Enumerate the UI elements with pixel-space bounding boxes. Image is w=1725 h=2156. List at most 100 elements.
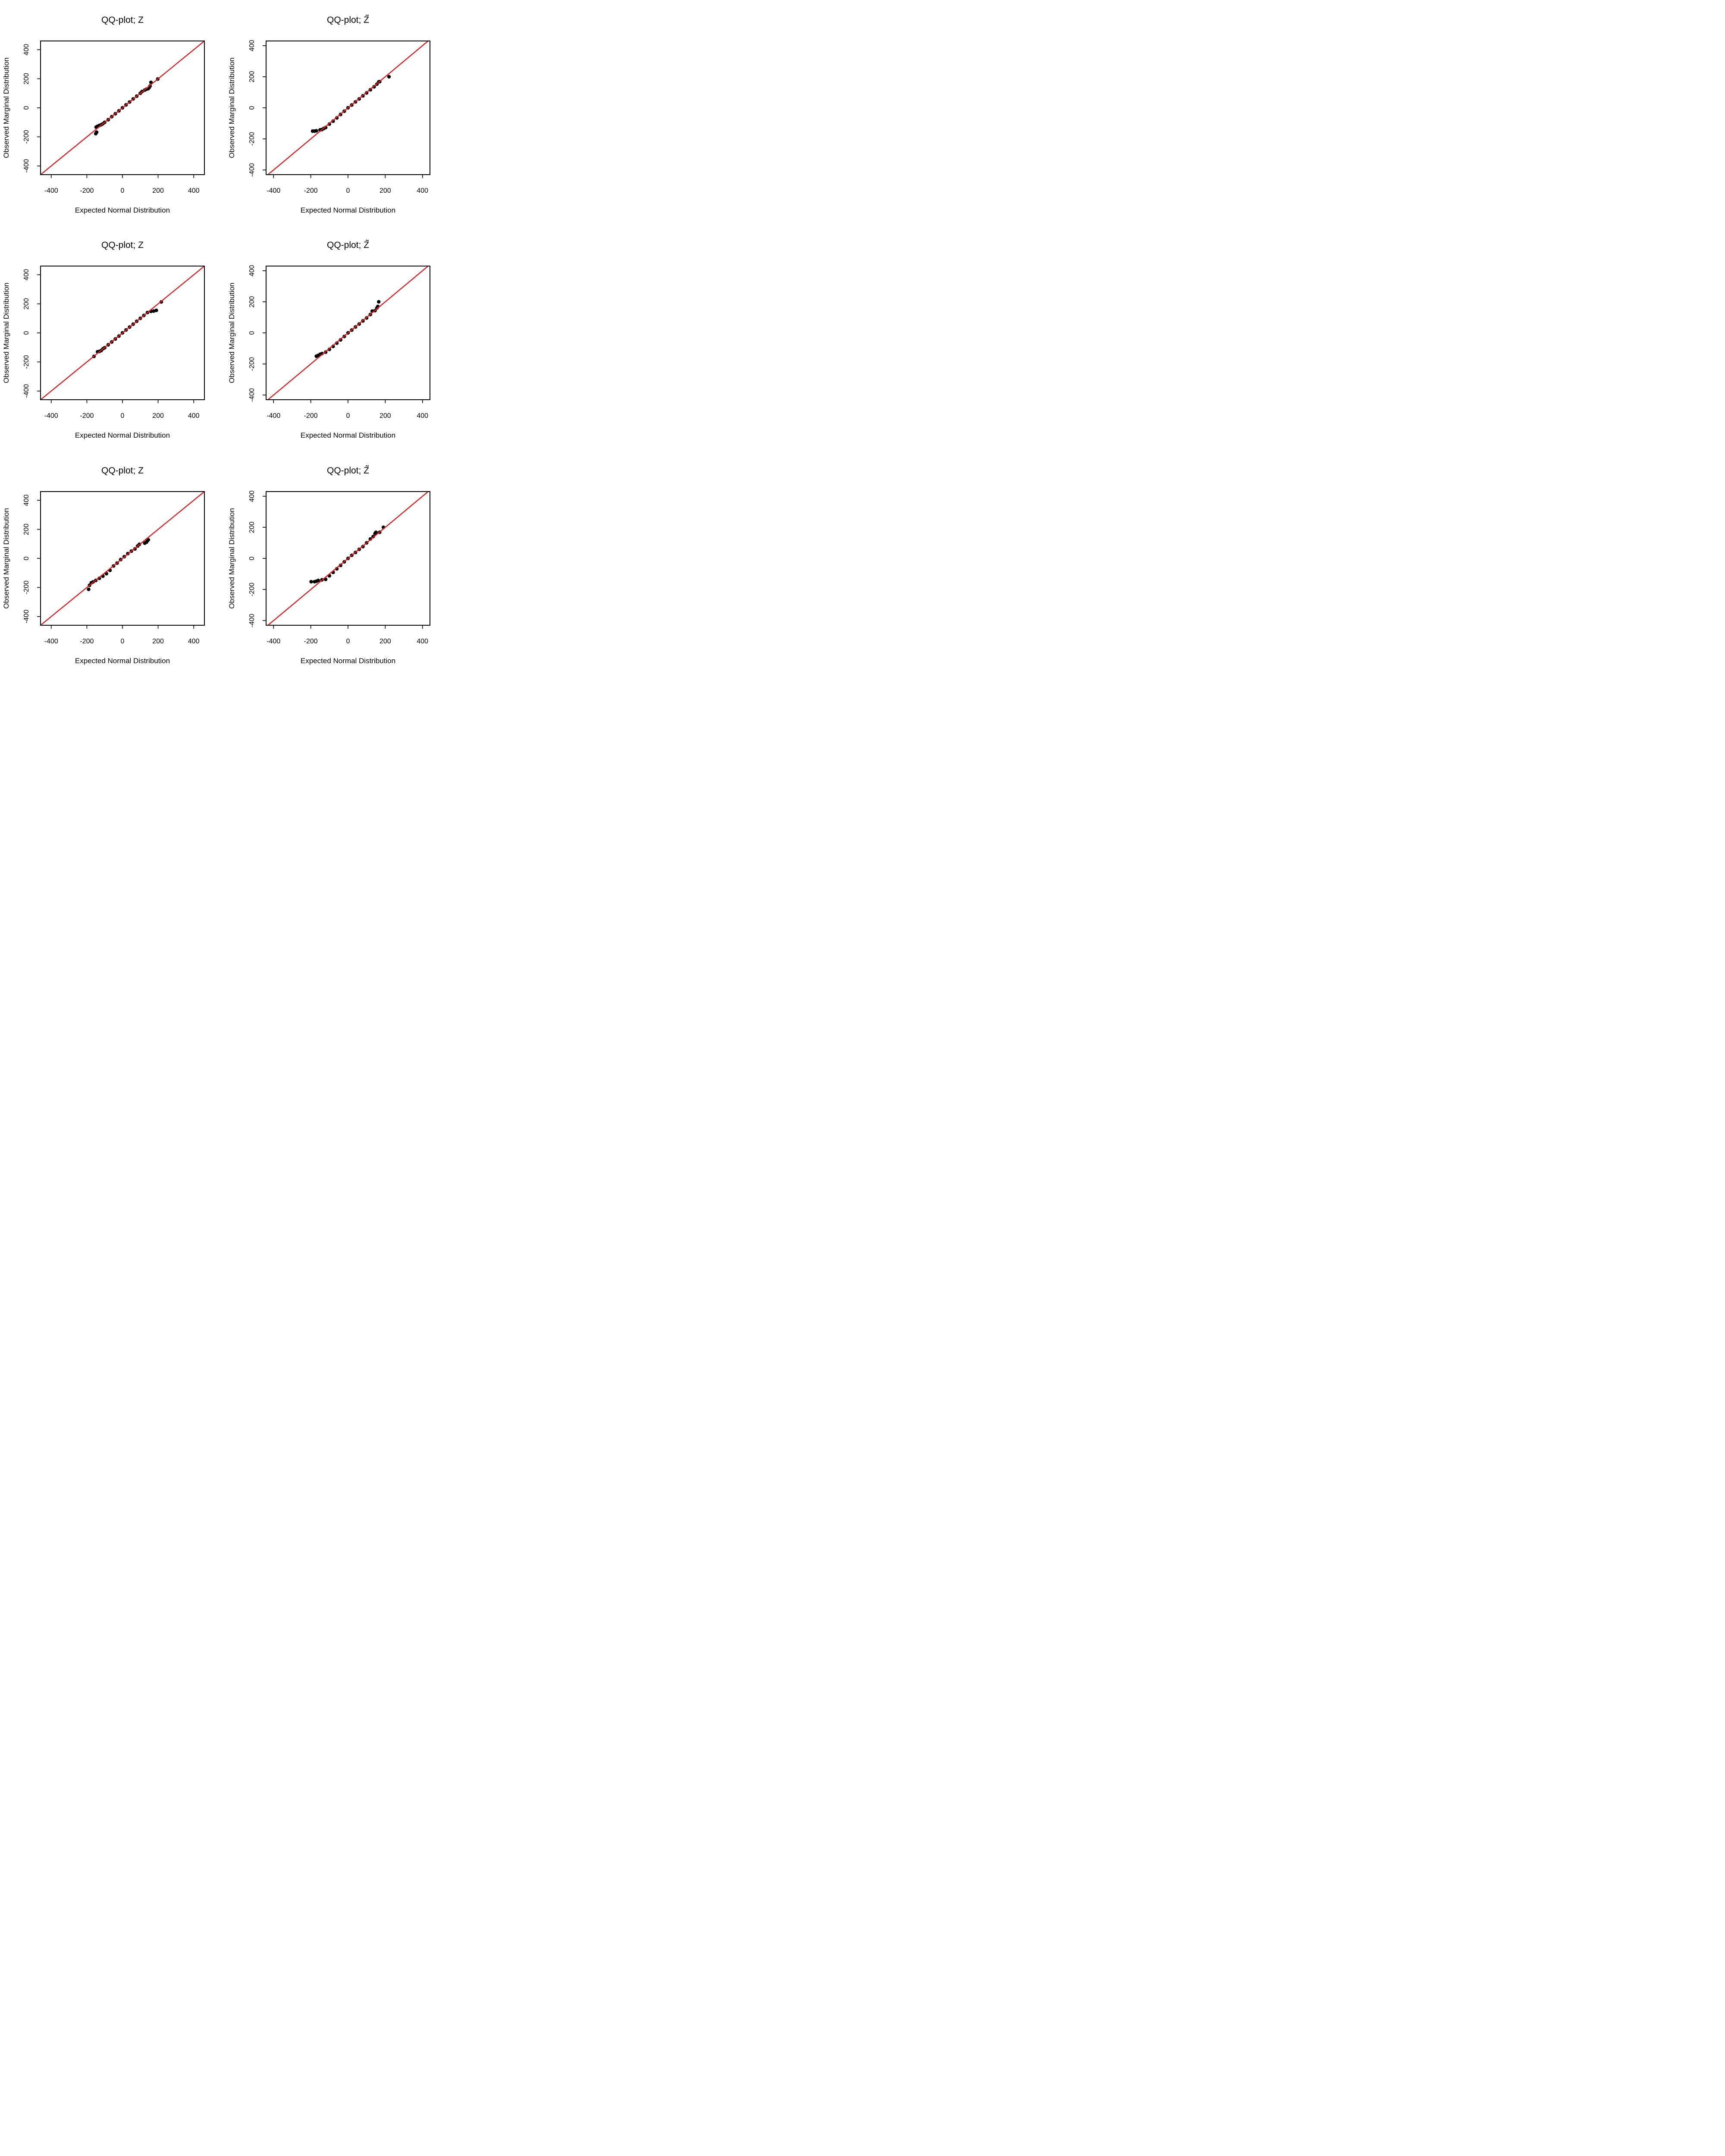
data-point [94, 130, 99, 134]
x-tick-label: 200 [152, 638, 164, 645]
x-tick-label: 0 [346, 638, 350, 645]
x-axis: -400 -200 0 200 400 [44, 400, 200, 420]
y-tick-label: 200 [23, 523, 30, 535]
x-tick-label: -400 [267, 412, 280, 420]
panel-title: QQ-plot; Z̃ [327, 466, 369, 476]
x-axis-label: Expected Normal Distribution [75, 206, 170, 214]
y-tick-label: 0 [248, 106, 256, 110]
data-point [335, 341, 339, 345]
data-point [377, 300, 381, 304]
reference-line [41, 492, 204, 625]
x-axis: -400 -200 0 200 400 [267, 175, 428, 194]
y-tick-label: -200 [248, 132, 256, 146]
qq-plot-figure: QQ-plot; Z -400 -200 0 200 400 -400 -200 0 200 400… [0, 0, 448, 673]
x-tick-label: -200 [304, 187, 318, 194]
y-tick-label: 400 [23, 269, 30, 281]
x-tick-label: 400 [188, 412, 200, 420]
y-axis-label: Observed Marginal Distribution [228, 282, 236, 383]
y-tick-label: -200 [248, 357, 256, 371]
y-tick-label: 400 [23, 44, 30, 56]
y-tick-label: 200 [248, 296, 256, 307]
y-tick-label: 0 [248, 556, 256, 560]
panel-title: QQ-plot; Z [101, 15, 144, 25]
y-tick-label: 200 [248, 71, 256, 82]
y-tick-label: 400 [23, 495, 30, 506]
reference-line [267, 266, 429, 400]
y-tick-label: 0 [23, 106, 30, 110]
y-tick-label: 200 [23, 73, 30, 85]
y-tick-label: -200 [23, 355, 30, 369]
qq-panel-6: QQ-plot; Z̃ -400 -200 0 200 400 -400 -200 0 200 40… [228, 466, 430, 665]
qq-panel-5: QQ-plot; Z -400 -200 0 200 400 -400 -200 0 200 400… [2, 466, 205, 665]
panel-title: QQ-plot; Z̃ [327, 15, 369, 25]
y-tick-label: 400 [248, 265, 256, 276]
x-axis-label: Expected Normal Distribution [301, 431, 395, 439]
y-axis-label: Observed Marginal Distribution [2, 282, 10, 383]
x-tick-label: -400 [44, 187, 58, 194]
x-axis: -400 -200 0 200 400 [44, 625, 200, 645]
x-axis-label: Expected Normal Distribution [301, 657, 395, 665]
y-axis-label: Observed Marginal Distribution [2, 57, 10, 158]
x-tick-label: -400 [267, 638, 280, 645]
x-tick-label: 400 [417, 412, 428, 420]
plot-area [267, 266, 429, 400]
qq-panel-3: QQ-plot; Z -400 -200 0 200 400 -400 -200 0 200 400… [2, 240, 205, 439]
panel-title: QQ-plot; Z [101, 466, 144, 476]
y-axis: -400 -200 0 200 400 [248, 40, 266, 177]
x-tick-label: 400 [417, 638, 428, 645]
data-point [331, 119, 335, 123]
y-tick-label: 400 [248, 40, 256, 51]
figure-background [0, 0, 448, 673]
plot-area [41, 266, 204, 400]
y-axis: -400 -200 0 200 400 [248, 265, 266, 402]
x-axis-label: Expected Normal Distribution [75, 431, 170, 439]
y-tick-label: -400 [248, 163, 256, 177]
y-tick-label: -200 [248, 583, 256, 596]
y-tick-label: 0 [23, 331, 30, 335]
reference-line [41, 266, 204, 400]
x-tick-label: 200 [152, 412, 164, 420]
y-tick-label: 0 [248, 331, 256, 335]
x-axis-label: Expected Normal Distribution [75, 657, 170, 665]
reference-line [41, 41, 204, 175]
y-axis: -400 -200 0 200 400 [23, 44, 41, 173]
panel-title: QQ-plot; Z̃ [327, 240, 369, 250]
reference-line [267, 492, 429, 625]
reference-line [267, 41, 429, 175]
y-axis: -400 -200 0 200 400 [23, 495, 41, 624]
x-tick-label: -200 [80, 638, 94, 645]
x-tick-label: -200 [304, 412, 318, 420]
x-axis: -400 -200 0 200 400 [267, 400, 428, 420]
y-axis: -400 -200 0 200 400 [23, 269, 41, 398]
y-tick-label: -200 [23, 580, 30, 594]
data-point [374, 530, 378, 534]
y-tick-label: 0 [23, 556, 30, 560]
data-point [314, 129, 318, 133]
panel-title: QQ-plot; Z [101, 240, 144, 250]
x-tick-label: -400 [44, 638, 58, 645]
x-tick-label: -200 [80, 187, 94, 194]
y-tick-label: -400 [248, 614, 256, 627]
qq-panel-1: QQ-plot; Z -400 -200 0 200 400 -400 -200 0 200 400… [2, 15, 205, 214]
data-point [387, 75, 391, 79]
plot-area [267, 41, 429, 175]
x-tick-label: -200 [304, 638, 318, 645]
x-tick-label: 200 [380, 412, 391, 420]
data-point [87, 587, 91, 591]
plot-area [267, 492, 429, 625]
x-tick-label: 0 [121, 638, 125, 645]
data-point [154, 308, 158, 312]
y-tick-label: -400 [23, 610, 30, 624]
x-tick-label: 0 [121, 187, 125, 194]
data-point [327, 348, 332, 351]
x-tick-label: 0 [346, 412, 350, 420]
x-axis: -400 -200 0 200 400 [44, 175, 200, 194]
plot-area [41, 492, 204, 625]
y-tick-label: -400 [248, 388, 256, 402]
y-axis-label: Observed Marginal Distribution [228, 57, 236, 158]
x-axis-label: Expected Normal Distribution [301, 206, 395, 214]
x-tick-label: 400 [188, 187, 200, 194]
qq-panel-2: QQ-plot; Z̃ -400 -200 0 200 400 -400 -200 0 200 40… [228, 15, 430, 214]
x-tick-label: 200 [380, 638, 391, 645]
data-point [146, 538, 151, 542]
